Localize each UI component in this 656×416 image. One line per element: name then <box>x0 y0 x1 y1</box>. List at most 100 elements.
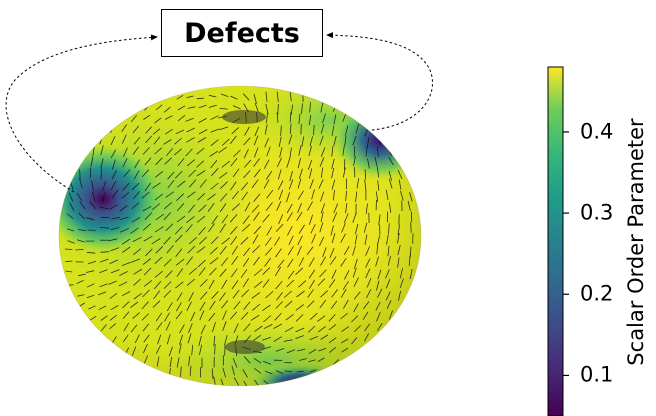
director-segment <box>122 158 128 168</box>
director-segment <box>253 193 261 203</box>
director-segment <box>340 288 347 298</box>
director-segment <box>110 247 120 252</box>
director-segment <box>200 291 208 300</box>
director-segment <box>319 269 327 278</box>
director-segment <box>186 301 192 311</box>
director-segment <box>345 125 349 136</box>
director-segment <box>220 257 229 267</box>
director-segment <box>165 223 174 232</box>
director-segment <box>232 289 240 299</box>
director-segment <box>163 236 171 245</box>
director-segment <box>264 124 268 135</box>
director-segment <box>208 94 217 98</box>
director-segment <box>220 378 225 386</box>
director-segment <box>188 204 196 214</box>
director-segment <box>320 290 329 298</box>
director-segment <box>231 203 241 211</box>
director-segment <box>210 115 219 121</box>
director-segment <box>399 268 403 279</box>
director-segment <box>307 159 313 170</box>
director-segment <box>254 280 263 289</box>
director-segment <box>176 268 184 277</box>
director-segment <box>210 128 220 133</box>
director-segment <box>130 324 138 333</box>
director-segment <box>352 245 356 256</box>
director-segment <box>212 322 216 333</box>
director-segment <box>175 310 183 320</box>
director-segment <box>351 337 358 345</box>
director-segment <box>366 137 370 148</box>
director-segment <box>163 258 172 267</box>
director-segment <box>397 170 403 180</box>
director-segment <box>307 289 314 298</box>
director-segment <box>186 95 194 98</box>
director-segment <box>155 245 164 254</box>
director-segment <box>387 245 390 257</box>
director-segment <box>341 222 346 233</box>
director-segment <box>211 167 219 177</box>
director-segment <box>186 256 194 266</box>
director-segment <box>375 256 379 267</box>
director-segment <box>409 246 412 258</box>
director-segment <box>219 223 226 233</box>
director-segment <box>198 104 207 109</box>
director-segment <box>99 258 109 263</box>
director-segment <box>199 310 205 321</box>
director-segment <box>221 300 229 309</box>
director-segment <box>210 236 219 245</box>
director-segment <box>253 268 263 277</box>
director-segment <box>320 211 324 222</box>
director-segment <box>366 278 372 288</box>
director-segment <box>340 338 349 344</box>
defect-core-bottom <box>225 340 265 354</box>
director-segment <box>252 334 262 342</box>
director-segment <box>130 258 141 263</box>
director-segment <box>311 233 317 244</box>
director-segment <box>209 257 219 265</box>
director-segment <box>75 249 84 251</box>
director-segment <box>164 312 170 322</box>
director-segment <box>343 299 349 309</box>
director-segment <box>86 217 95 221</box>
director-segment <box>284 370 292 372</box>
director-segment <box>219 108 228 110</box>
director-segment <box>320 123 325 134</box>
director-segment <box>209 300 216 310</box>
director-segment <box>90 156 94 168</box>
director-segment <box>309 136 313 147</box>
director-segment <box>254 126 260 137</box>
director-segment <box>87 260 97 265</box>
director-segment <box>66 228 75 232</box>
director-segment <box>298 280 307 288</box>
director-segment <box>110 136 116 146</box>
director-segment <box>132 236 142 242</box>
director-segment <box>100 227 110 229</box>
director-segment <box>333 136 337 147</box>
director-segment <box>298 168 303 179</box>
director-segment <box>242 278 249 288</box>
director-segment <box>233 323 239 333</box>
director-segment <box>377 269 382 280</box>
director-segment <box>284 326 294 333</box>
director-segment <box>152 300 161 308</box>
director-segment <box>229 135 237 144</box>
director-segment <box>221 160 231 168</box>
director-segment <box>252 245 261 253</box>
director-segment <box>210 139 219 147</box>
director-segment <box>276 201 282 211</box>
director-segment <box>342 145 345 156</box>
director-segment <box>189 365 192 377</box>
director-segment <box>143 343 148 354</box>
director-segment <box>352 135 357 146</box>
director-segment <box>318 179 324 189</box>
director-segment <box>153 290 161 299</box>
director-segment <box>233 377 240 386</box>
director-segment <box>331 269 337 280</box>
director-segment <box>297 178 302 189</box>
director-segment <box>251 204 260 213</box>
director-segment <box>121 238 131 245</box>
director-segment <box>243 159 252 168</box>
director-segment <box>287 246 294 256</box>
director-segment <box>333 189 335 201</box>
director-segment <box>174 137 182 145</box>
